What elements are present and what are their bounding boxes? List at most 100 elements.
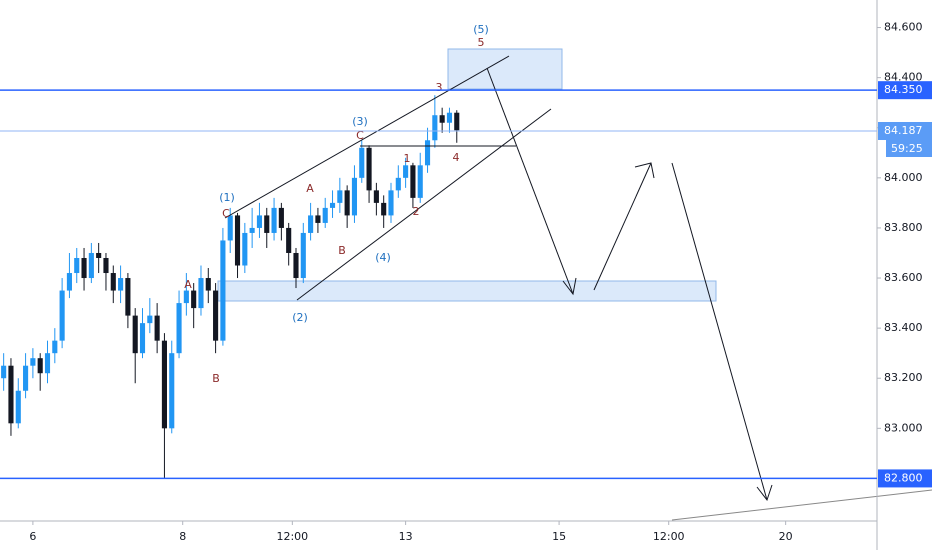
- wave-label: (1): [219, 191, 235, 204]
- candle-body: [1, 365, 7, 379]
- candle-body: [381, 202, 387, 216]
- wave-label: C: [356, 129, 364, 142]
- candle-body: [37, 358, 43, 374]
- price-label-bg: [878, 469, 932, 488]
- candle-body: [198, 278, 204, 309]
- candle-body: [366, 147, 372, 191]
- arrow-head: [562, 277, 577, 296]
- candle-body: [446, 112, 453, 123]
- candle-body: [264, 215, 270, 233]
- wave-label: 4: [453, 151, 460, 164]
- candle-body: [88, 252, 94, 279]
- y-tick-label: 83.000: [884, 421, 923, 434]
- candle-body: [176, 303, 182, 354]
- wave-label: 5: [478, 36, 485, 49]
- candle-body: [395, 177, 401, 191]
- y-tick-label: 84.400: [884, 71, 923, 84]
- last-price-bg: [878, 122, 932, 141]
- candle-body: [183, 290, 189, 304]
- candle-body: [403, 165, 409, 178]
- candle-body: [220, 240, 226, 341]
- channel-upper: [224, 55, 510, 219]
- candle-body: [110, 273, 116, 291]
- candle-body: [410, 165, 416, 198]
- candle-body: [132, 315, 138, 354]
- candles: [1, 95, 460, 479]
- candle-body: [96, 252, 102, 258]
- candle-body: [227, 215, 233, 241]
- arrow-head: [756, 484, 773, 502]
- candle-body: [30, 358, 36, 366]
- wave-label: (2): [292, 311, 308, 324]
- candle-body: [278, 207, 284, 228]
- candle-body: [308, 215, 314, 233]
- wave-label: B: [338, 244, 346, 257]
- candle-body: [74, 257, 80, 274]
- candle-body: [66, 273, 72, 291]
- candle-body: [213, 290, 219, 341]
- wave-label: A: [306, 182, 314, 195]
- candle-body: [15, 390, 21, 424]
- target-box: [447, 48, 563, 90]
- candle-body: [59, 290, 65, 341]
- candle-body: [286, 227, 292, 253]
- x-tick-label: 15: [552, 530, 566, 543]
- x-tick-label: 12:00: [276, 530, 308, 543]
- candle-body: [417, 165, 423, 198]
- wave-label: B: [212, 372, 220, 385]
- price-label: 84.350: [884, 83, 923, 96]
- y-tick-label: 83.800: [884, 221, 923, 234]
- arrow: [486, 67, 574, 295]
- wave-label: (5): [473, 23, 489, 36]
- candle-body: [329, 202, 336, 208]
- candle-body: [242, 232, 248, 266]
- last-price-label: 84.187: [884, 124, 923, 137]
- candle-body: [256, 215, 263, 228]
- candle-body: [103, 257, 109, 274]
- candle-body: [351, 177, 358, 216]
- y-tick-label: 84.600: [884, 21, 923, 34]
- y-tick-label: 83.200: [884, 371, 923, 384]
- drawings: [224, 55, 932, 521]
- arrow: [593, 162, 652, 291]
- candle-body: [234, 215, 241, 266]
- y-tick-label: 83.600: [884, 271, 923, 284]
- candle-body: [52, 340, 58, 354]
- candle-body: [118, 278, 124, 291]
- arrow: [671, 162, 768, 501]
- candle-body: [388, 190, 394, 216]
- candle-body: [359, 147, 365, 178]
- trend-line: [671, 489, 932, 521]
- candle-body: [315, 215, 321, 223]
- y-tick-label: 84.000: [884, 171, 923, 184]
- y-tick-label: 83.400: [884, 321, 923, 334]
- candle-body: [147, 315, 153, 324]
- candle-body: [205, 278, 211, 291]
- price-label: 82.800: [884, 471, 923, 484]
- candle-body: [432, 115, 438, 141]
- candle-body: [454, 112, 460, 131]
- candle-body: [249, 227, 255, 233]
- candle-body: [23, 365, 29, 391]
- candle-body: [439, 115, 445, 123]
- arrow-head: [634, 162, 655, 179]
- countdown: 59:25: [891, 142, 923, 155]
- x-tick-label: 6: [29, 530, 36, 543]
- candle-body: [81, 257, 87, 279]
- candle-body: [337, 190, 343, 203]
- wave-label: 2: [413, 205, 420, 218]
- candle-body: [344, 190, 350, 216]
- candle-body: [169, 353, 175, 429]
- channel-lower: [296, 108, 552, 301]
- candle-body: [161, 340, 167, 429]
- countdown-bg: [886, 140, 932, 158]
- candle-body: [191, 290, 197, 309]
- wave-label: (3): [352, 115, 368, 128]
- candle-body: [373, 190, 379, 203]
- candle-body: [300, 232, 306, 279]
- wave-label: C: [222, 207, 230, 220]
- candle-body: [8, 365, 14, 424]
- x-tick-label: 8: [179, 530, 186, 543]
